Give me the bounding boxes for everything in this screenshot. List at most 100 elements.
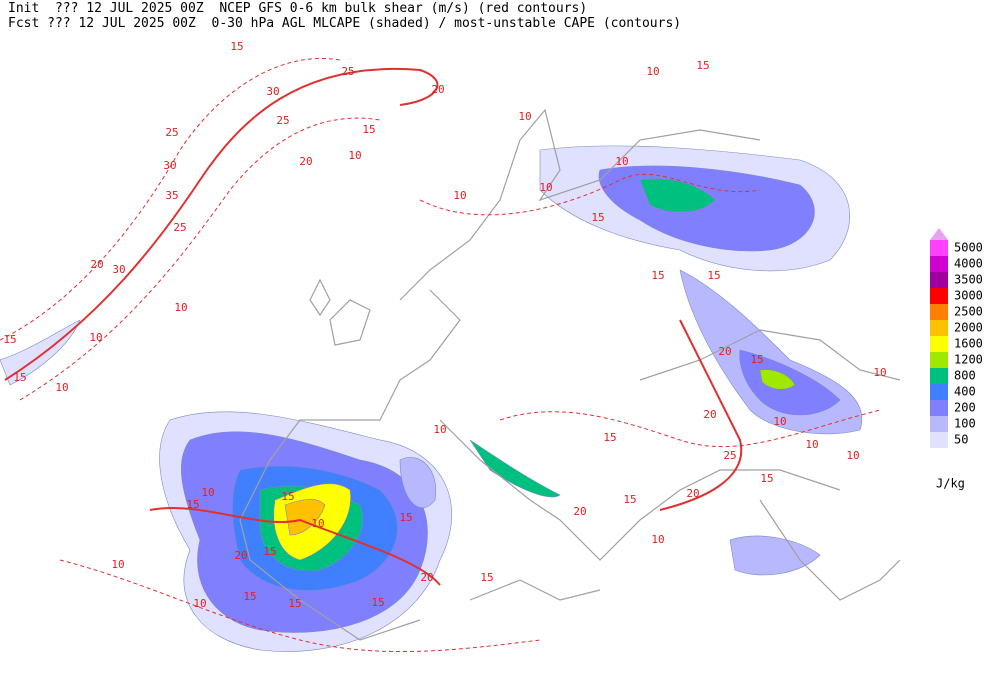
legend-swatch <box>930 240 948 256</box>
contour-label: 30 <box>266 85 279 98</box>
legend-swatch <box>930 320 948 336</box>
contour-label: 15 <box>362 123 375 136</box>
contour-label: 15 <box>243 590 256 603</box>
legend-label: 800 <box>954 369 976 383</box>
contour-label: 15 <box>288 597 301 610</box>
shear-contour <box>659 319 743 511</box>
cape-shading <box>0 145 863 652</box>
contour-label: 10 <box>773 415 786 428</box>
contour-label: 15 <box>760 472 773 485</box>
legend-label: 2000 <box>954 321 983 335</box>
legend-swatch <box>930 352 948 368</box>
contour-label: 30 <box>112 263 125 276</box>
legend-swatch <box>930 432 948 448</box>
contour-label: 10 <box>174 301 187 314</box>
contour-label: 15 <box>591 211 604 224</box>
legend-label: 50 <box>954 433 968 447</box>
cape-area <box>0 319 81 386</box>
cape-area <box>759 369 796 390</box>
contour-label: 10 <box>89 331 102 344</box>
legend-label: 400 <box>954 385 976 399</box>
contour-label: 15 <box>651 269 664 282</box>
contour-label: 15 <box>750 353 763 366</box>
shear-contour <box>419 173 761 216</box>
contour-label: 25 <box>341 65 354 78</box>
contour-label: 10 <box>518 110 531 123</box>
contour-label: 25 <box>165 126 178 139</box>
contour-label: 15 <box>13 371 26 384</box>
contour-label: 10 <box>453 189 466 202</box>
contour-label: 10 <box>201 486 214 499</box>
legend-top-arrow <box>930 228 948 240</box>
legend-label: 3000 <box>954 289 983 303</box>
cape-area <box>284 498 326 536</box>
contour-label: 15 <box>371 596 384 609</box>
contour-label: 20 <box>718 345 731 358</box>
coastline <box>399 108 761 301</box>
contour-label: 20 <box>573 505 586 518</box>
legend-swatch <box>930 400 948 416</box>
legend: 5000 4000 3500 3000 2500 2000 1600 1200 800 400 20… <box>930 228 983 491</box>
contour-label: 20 <box>234 549 247 562</box>
contour-label: 10 <box>646 65 659 78</box>
contour-label: 15 <box>603 431 616 444</box>
contour-label: 15 <box>399 511 412 524</box>
contour-label: 20 <box>703 408 716 421</box>
contour-label: 20 <box>431 83 444 96</box>
cape-area <box>729 535 821 576</box>
contour-label: 20 <box>90 258 103 271</box>
contour-label: 10 <box>193 597 206 610</box>
shear-contour <box>499 409 881 447</box>
shear-contour <box>0 58 341 341</box>
contour-label: 15 <box>281 490 294 503</box>
legend-swatch <box>930 304 948 320</box>
shear-contour <box>59 559 541 653</box>
legend-swatch <box>930 256 948 272</box>
coastline <box>309 278 331 317</box>
legend-unit: J/kg <box>936 477 965 491</box>
header-line: Init ??? 12 JUL 2025 00Z NCEP GFS 0-6 km… <box>8 1 588 16</box>
header-line: Fcst ??? 12 JUL 2025 00Z 0-30 hPa AGL ML… <box>8 16 682 31</box>
contour-label: 10 <box>433 423 446 436</box>
legend-label: 1200 <box>954 353 983 367</box>
legend-label: 1600 <box>954 337 983 351</box>
contour-label: 15 <box>696 59 709 72</box>
coastline <box>239 289 461 641</box>
legend-swatch <box>930 288 948 304</box>
contour-label: 10 <box>873 366 886 379</box>
contour-label: 35 <box>165 189 178 202</box>
contour-label: 10 <box>348 149 361 162</box>
contour-label: 10 <box>539 181 552 194</box>
legend-swatch <box>930 272 948 288</box>
legend-swatch <box>930 336 948 352</box>
contour-label: 15 <box>230 40 243 53</box>
contour-label: 20 <box>299 155 312 168</box>
contour-label: 10 <box>846 449 859 462</box>
contour-label: 20 <box>420 571 433 584</box>
legend-label: 200 <box>954 401 976 415</box>
legend-label: 2500 <box>954 305 983 319</box>
coastline <box>639 329 901 381</box>
contour-label: 25 <box>173 221 186 234</box>
contour-label: 15 <box>707 269 720 282</box>
contour-label: 10 <box>311 517 324 530</box>
contour-label: 10 <box>651 533 664 546</box>
contour-label: 25 <box>276 114 289 127</box>
legend-swatch <box>930 368 948 384</box>
contour-label: 10 <box>615 155 628 168</box>
cape-area <box>639 178 716 213</box>
coastline <box>469 579 601 601</box>
cape-area <box>469 439 561 498</box>
legend-label: 100 <box>954 417 976 431</box>
contour-label: 10 <box>805 438 818 451</box>
contour-label: 15 <box>186 498 199 511</box>
coastline <box>439 419 841 561</box>
contour-label: 15 <box>480 571 493 584</box>
legend-label: 3500 <box>954 273 983 287</box>
contour-label: 10 <box>111 558 124 571</box>
legend-label: 4000 <box>954 257 983 271</box>
legend-swatch <box>930 416 948 432</box>
